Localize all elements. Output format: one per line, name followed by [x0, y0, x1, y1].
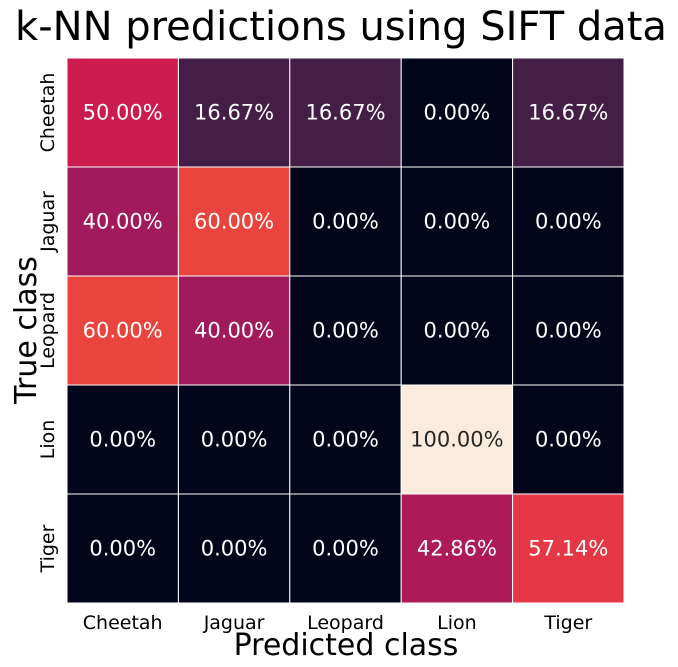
- heatmap-cell: [289, 57, 402, 168]
- cell-value-label: 60.00%: [83, 319, 163, 343]
- x-axis-label: Predicted class: [234, 628, 459, 663]
- y-axis-label: True class: [9, 256, 44, 405]
- heatmap-cell: [400, 275, 514, 386]
- x-tick-label: Tiger: [543, 612, 592, 634]
- x-tick-label: Cheetah: [83, 612, 163, 634]
- heatmap-cell: [289, 384, 402, 495]
- cell-value-label: 0.00%: [201, 537, 268, 561]
- cell-value-label: 0.00%: [312, 537, 379, 561]
- cell-value-label: 0.00%: [312, 428, 379, 452]
- cell-value-label: 16.67%: [305, 101, 385, 125]
- y-tick-label: Lion: [37, 420, 59, 460]
- heatmap-cells: 50.00% 16.67% 16.67% 0.00% 16.67% 40.00% 60.00…: [66, 57, 625, 604]
- x-tick-label: Jaguar: [203, 612, 265, 634]
- cell-value-label: 0.00%: [201, 428, 268, 452]
- heatmap-cell: [512, 275, 625, 386]
- heatmap-cell: [512, 57, 625, 168]
- cell-value-label: 0.00%: [312, 319, 379, 343]
- cell-value-label: 0.00%: [89, 537, 156, 561]
- cell-value-label: 57.14%: [528, 537, 608, 561]
- cell-value-label: 0.00%: [312, 210, 379, 234]
- cell-value-label: 16.67%: [194, 101, 274, 125]
- heatmap-cell: [400, 384, 514, 495]
- cell-value-label: 0.00%: [535, 210, 602, 234]
- cell-value-label: 0.00%: [424, 319, 491, 343]
- heatmap-cell: [177, 493, 291, 604]
- y-tick-label: Tiger: [37, 524, 59, 573]
- heatmap-cell: [66, 384, 179, 495]
- cell-value-label: 100.00%: [410, 428, 503, 452]
- heatmap-cell: [512, 384, 625, 495]
- heatmap-cell: [177, 57, 291, 168]
- y-tick-labels: Cheetah Jaguar Leopard Lion Tiger: [37, 73, 59, 574]
- chart-title: k-NN predictions using SIFT data: [15, 4, 667, 50]
- cell-value-label: 0.00%: [535, 428, 602, 452]
- heatmap-cell: [66, 166, 179, 277]
- cell-value-label: 0.00%: [535, 319, 602, 343]
- cell-value-label: 50.00%: [83, 101, 163, 125]
- heatmap-cell: [512, 493, 625, 604]
- cell-value-label: 60.00%: [194, 210, 274, 234]
- heatmap-cell: [400, 57, 514, 168]
- y-tick-label: Cheetah: [37, 73, 59, 153]
- cell-value-label: 40.00%: [194, 319, 274, 343]
- cell-value-label: 0.00%: [424, 101, 491, 125]
- heatmap-cell: [289, 275, 402, 386]
- x-tick-labels: Cheetah Jaguar Leopard Lion Tiger: [83, 612, 593, 634]
- cell-value-label: 0.00%: [89, 428, 156, 452]
- heatmap-cell: [66, 493, 179, 604]
- heatmap-cell: [66, 57, 179, 168]
- x-tick-label: Lion: [437, 612, 477, 634]
- x-tick-label: Leopard: [307, 612, 384, 634]
- cell-value-label: 42.86%: [417, 537, 497, 561]
- heatmap-cell: [512, 166, 625, 277]
- y-tick-label: Jaguar: [37, 191, 59, 253]
- heatmap-cell: [289, 493, 402, 604]
- cell-value-label: 40.00%: [83, 210, 163, 234]
- cell-value-label: 0.00%: [424, 210, 491, 234]
- heatmap-cell: [177, 275, 291, 386]
- heatmap-cell: [177, 384, 291, 495]
- cell-value-label: 16.67%: [528, 101, 608, 125]
- heatmap-cell: [289, 166, 402, 277]
- y-tick-label: Leopard: [37, 292, 59, 369]
